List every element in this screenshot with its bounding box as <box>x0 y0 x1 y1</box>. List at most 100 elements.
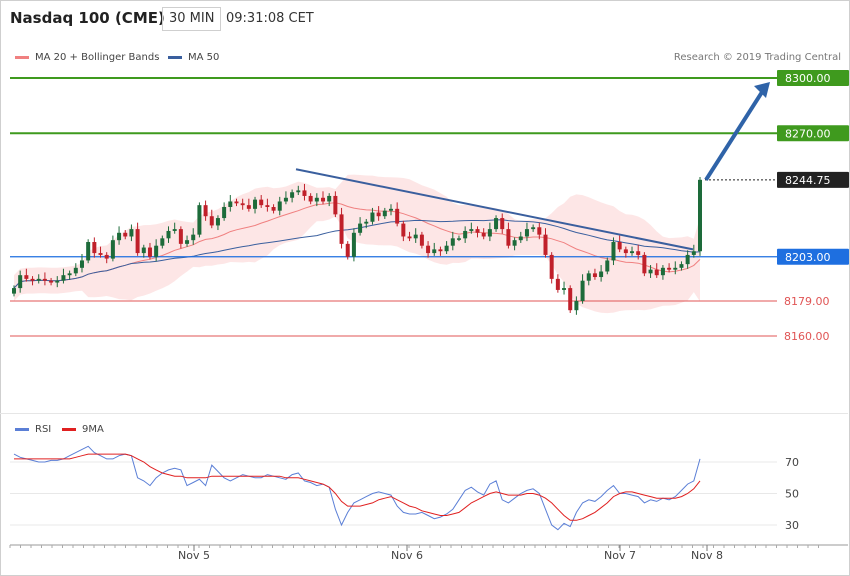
candle-body <box>339 214 344 244</box>
ma50-line <box>13 219 701 289</box>
candle-body <box>617 242 622 250</box>
legend-ma20-label: MA 20 + Bollinger Bands <box>35 52 160 63</box>
candle-body <box>283 197 288 202</box>
candle-body <box>240 203 245 206</box>
candle-body <box>531 227 536 230</box>
x-tick-label: Nov 5 <box>178 549 210 562</box>
bollinger-band <box>14 174 700 314</box>
level-tag-8300.00 <box>777 70 849 86</box>
panel-separator <box>0 413 848 414</box>
candle-body <box>419 234 424 246</box>
candle-body <box>178 229 183 244</box>
candle-body <box>358 223 363 233</box>
rsi-ma9-line <box>14 453 701 521</box>
candle-body <box>73 267 78 274</box>
candle-body <box>475 229 480 233</box>
candle-body <box>382 210 387 217</box>
candle-body <box>141 247 146 254</box>
candle-body <box>463 230 468 239</box>
candle-body <box>234 201 239 204</box>
level-tag-8203.00 <box>777 248 849 265</box>
legend-ma9-label: 9MA <box>82 424 104 435</box>
candle-body <box>191 234 196 241</box>
candle-body <box>265 205 270 207</box>
candle-body <box>586 273 591 281</box>
candle-body <box>524 229 529 237</box>
candle-body <box>426 245 431 254</box>
candle-body <box>401 223 406 237</box>
candle-body <box>636 251 641 255</box>
legend-rsi: RSI <box>15 424 51 435</box>
candle-body <box>568 288 573 311</box>
trendline <box>295 168 694 251</box>
candle-body <box>86 242 91 261</box>
candle-body <box>555 278 560 290</box>
candle-body <box>327 195 332 202</box>
interval-selector[interactable]: 30 MIN <box>162 7 222 31</box>
candle-body <box>605 260 610 272</box>
candle-body <box>487 229 492 237</box>
candle-body <box>543 234 548 255</box>
candle-body <box>494 218 499 230</box>
candle-body <box>49 280 54 283</box>
candle-body <box>592 273 597 278</box>
level-label-8270.00: 8270.00 <box>785 127 831 140</box>
candle-body <box>290 192 295 198</box>
candle-body <box>500 218 505 230</box>
candle-body <box>506 229 511 246</box>
candle-body <box>36 278 41 281</box>
ma50-swatch <box>168 56 182 59</box>
candle-body <box>673 267 678 270</box>
candle-body <box>376 212 381 217</box>
candle-body <box>537 227 542 235</box>
candle-body <box>413 234 418 239</box>
candle-body <box>308 195 313 202</box>
candle-body <box>67 273 72 276</box>
candle-body <box>481 232 486 237</box>
candle-body <box>623 249 628 254</box>
candle-body <box>129 229 134 237</box>
candle-body <box>172 229 177 231</box>
candle-body <box>549 254 554 279</box>
ma9-swatch <box>62 428 76 431</box>
candle-body <box>364 221 369 224</box>
level-label-8244.75: 8244.75 <box>785 174 831 187</box>
candle-body <box>271 207 276 211</box>
x-tick-label: Nov 7 <box>604 549 636 562</box>
x-tick-label: Nov 8 <box>691 549 723 562</box>
candle-body <box>117 232 122 241</box>
copyright-text: Research © 2019 Trading Central <box>673 52 841 63</box>
candle-body <box>135 229 140 254</box>
candle-body <box>147 247 152 257</box>
candle-body <box>580 280 585 301</box>
candle-body <box>469 229 474 231</box>
candle-body <box>691 251 696 255</box>
candle-body <box>648 269 653 274</box>
candle-body <box>450 238 455 246</box>
candle-body <box>642 254 647 274</box>
legend-rsi-label: RSI <box>35 424 52 435</box>
candle-body <box>259 199 264 206</box>
legend-ma9: 9MA <box>62 424 104 435</box>
candle-body <box>654 269 659 276</box>
legend-ma50: MA 50 <box>168 52 219 63</box>
level-tag-8244.75 <box>777 171 849 188</box>
candle-body <box>160 238 165 246</box>
rsi-tick-label: 70 <box>785 456 799 469</box>
candle-body <box>253 199 258 209</box>
level-label-8203.00: 8203.00 <box>785 251 831 264</box>
candle-body <box>18 275 23 289</box>
rsi-line <box>13 445 701 531</box>
candle-body <box>667 267 672 270</box>
candle-body <box>228 201 233 207</box>
level-tag-8270.00 <box>777 125 849 142</box>
ma20-swatch <box>15 56 29 59</box>
candle-body <box>395 208 400 224</box>
rsi-tick-label: 30 <box>785 519 799 532</box>
candle-body <box>685 254 690 265</box>
target-arrow-shaft <box>704 87 766 181</box>
candle-body <box>98 253 103 255</box>
candle-body <box>110 240 115 259</box>
candle-body <box>518 236 523 241</box>
